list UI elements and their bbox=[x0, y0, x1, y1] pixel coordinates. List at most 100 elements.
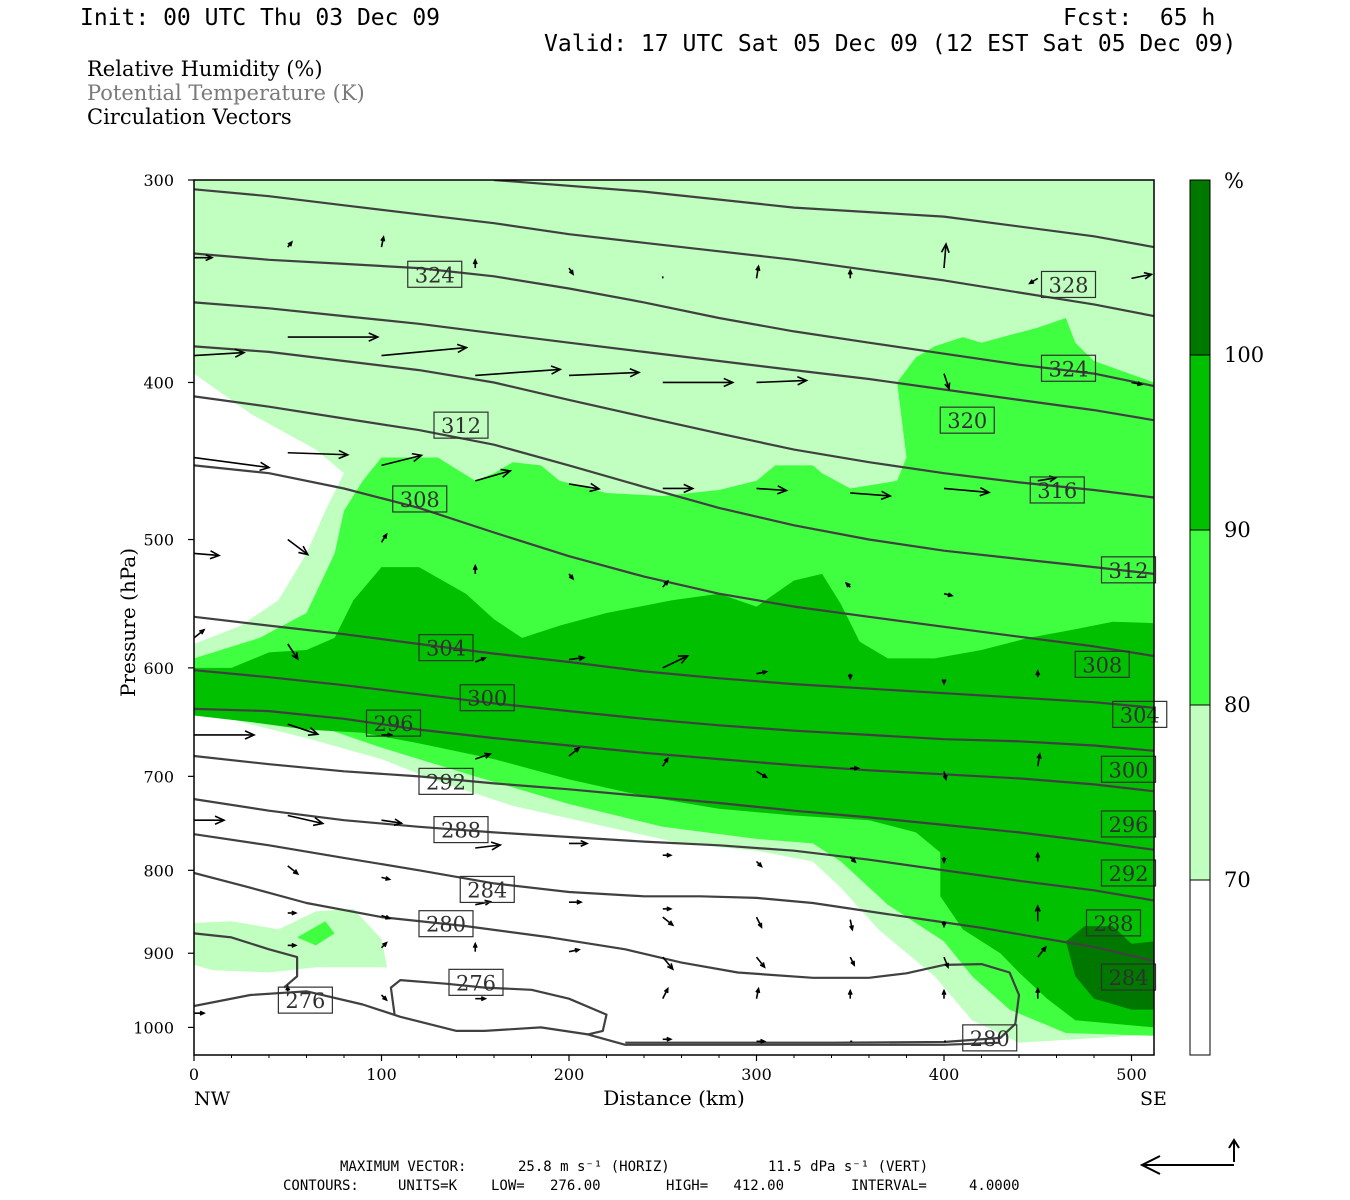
isentrope-label: 300 bbox=[459, 684, 515, 712]
circulation-vector bbox=[1035, 986, 1041, 999]
svg-text:280: 280 bbox=[970, 1027, 1010, 1051]
rh-region-70 bbox=[194, 908, 388, 973]
circulation-vector bbox=[475, 468, 513, 482]
circulation-vector bbox=[755, 956, 766, 969]
circulation-vector bbox=[194, 1010, 206, 1016]
circulation-vector bbox=[474, 656, 488, 663]
circulation-vector bbox=[568, 746, 581, 757]
circulation-vector bbox=[844, 581, 851, 588]
svg-text:312: 312 bbox=[1108, 559, 1148, 583]
isentrope-312 bbox=[194, 395, 1154, 575]
circulation-vector bbox=[1036, 752, 1042, 767]
isentrope-324 bbox=[194, 252, 1154, 388]
svg-text:320: 320 bbox=[947, 409, 987, 433]
y-tick-label: 800 bbox=[143, 861, 174, 880]
circulation-vector bbox=[941, 988, 947, 999]
circulation-vector bbox=[380, 994, 388, 1002]
circulation-vector bbox=[941, 857, 947, 864]
circulation-vector bbox=[662, 655, 690, 669]
svg-text:296: 296 bbox=[373, 712, 413, 736]
circulation-vector bbox=[475, 365, 563, 377]
colorbar-tick-label: 90 bbox=[1224, 518, 1251, 542]
circulation-vector bbox=[381, 818, 404, 827]
isentrope-280 bbox=[194, 871, 1021, 1044]
svg-text:280: 280 bbox=[426, 913, 466, 937]
isentrope-label: 288 bbox=[433, 815, 489, 844]
circulation-vector bbox=[662, 483, 695, 494]
isentrope-296 bbox=[194, 707, 1154, 793]
circulation-vector bbox=[568, 573, 575, 581]
isentrope-label: 280 bbox=[418, 910, 474, 938]
circulation-vector bbox=[1037, 945, 1047, 958]
contour-labels: 324 328 324 320 316 312 308 312 304 308 300 304 296 2… bbox=[277, 260, 1168, 1052]
circulation-vector bbox=[756, 1038, 767, 1044]
x-tick-label: 0 bbox=[189, 1065, 199, 1084]
circulation-vector bbox=[1034, 904, 1041, 922]
y-tick-label: 400 bbox=[143, 373, 174, 392]
isentrope-316 bbox=[194, 345, 1154, 499]
circulation-vector bbox=[849, 919, 855, 932]
svg-text:308: 308 bbox=[400, 488, 440, 512]
x-tick-label: 200 bbox=[554, 1065, 585, 1084]
svg-text:284: 284 bbox=[467, 878, 507, 902]
circulation-vector bbox=[847, 268, 853, 279]
circulation-vector bbox=[662, 916, 675, 927]
x-tick-label: 400 bbox=[929, 1065, 960, 1084]
circulation-vector bbox=[849, 956, 856, 967]
y-tick-label: 500 bbox=[143, 531, 174, 550]
circulation-vector bbox=[287, 723, 320, 736]
circulation-vector bbox=[847, 673, 853, 681]
svg-text:328: 328 bbox=[1048, 273, 1088, 297]
svg-text:292: 292 bbox=[1108, 862, 1148, 886]
svg-text:304: 304 bbox=[426, 637, 466, 661]
circulation-vector bbox=[287, 910, 298, 916]
circulation-vector bbox=[662, 986, 669, 1000]
circulation-vector bbox=[380, 532, 388, 543]
svg-text:324: 324 bbox=[415, 263, 455, 287]
circulation-vector bbox=[568, 482, 601, 493]
circulation-vector bbox=[850, 765, 861, 771]
isentrope-300 bbox=[194, 669, 1154, 752]
svg-text:284: 284 bbox=[1108, 966, 1148, 990]
isentrope-label: 300 bbox=[1100, 755, 1157, 783]
circulation-vector bbox=[943, 592, 954, 598]
circulation-vector bbox=[569, 899, 583, 905]
isentrope-label: 320 bbox=[939, 406, 995, 434]
isentrope-label: 324 bbox=[407, 260, 463, 288]
isentrope-label: 304 bbox=[418, 634, 474, 662]
svg-text:300: 300 bbox=[1108, 758, 1148, 782]
header-valid: Valid: 17 UTC Sat 05 Dec 09 (12 EST Sat … bbox=[544, 31, 1237, 57]
circulation-vector bbox=[755, 860, 763, 868]
circulation-vector bbox=[849, 856, 857, 864]
colorbar-tick-label: 70 bbox=[1224, 868, 1251, 892]
svg-text:300: 300 bbox=[467, 687, 507, 711]
circulation-vector bbox=[940, 242, 950, 269]
circulation-vector bbox=[475, 996, 488, 1002]
y-tick-label: 900 bbox=[143, 944, 174, 963]
colorbar-band bbox=[1189, 179, 1211, 356]
circulation-vector bbox=[380, 941, 388, 949]
circulation-vector bbox=[756, 770, 769, 779]
isentrope-320 bbox=[194, 301, 1154, 422]
circulation-vector bbox=[472, 563, 478, 574]
circulation-vector bbox=[287, 538, 310, 556]
circulation-vector bbox=[194, 815, 226, 825]
circulation-vectors bbox=[194, 235, 1154, 1044]
circulation-vector bbox=[943, 956, 949, 969]
circulation-vector bbox=[942, 771, 948, 782]
circulation-vector bbox=[662, 756, 669, 767]
circulation-vector bbox=[474, 752, 493, 760]
contours-label: CONTOURS: bbox=[283, 1178, 359, 1194]
circulation-vector bbox=[381, 343, 469, 357]
isentrope-label: 324 bbox=[1040, 354, 1097, 382]
isentrope-label: 276 bbox=[448, 968, 504, 996]
circulation-vector bbox=[755, 264, 761, 279]
x-axis-label: Distance (km) bbox=[603, 1086, 745, 1110]
rh-region-80 bbox=[297, 921, 335, 946]
field-relative-humidity: Relative Humidity (%) bbox=[87, 57, 323, 81]
field-potential-temperature: Potential Temperature (K) bbox=[87, 81, 365, 105]
circulation-vector bbox=[194, 348, 246, 358]
svg-text:308: 308 bbox=[1082, 653, 1122, 677]
isentrope-292 bbox=[194, 754, 1154, 851]
circulation-vector bbox=[662, 852, 673, 858]
